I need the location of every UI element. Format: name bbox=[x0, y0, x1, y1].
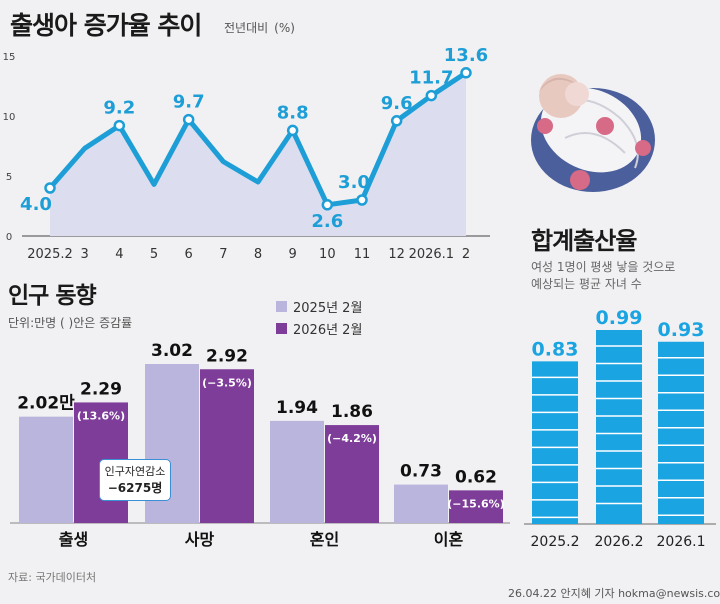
x-tick-label: 5 bbox=[150, 247, 158, 262]
x-tick-label: 2026.1 bbox=[409, 247, 455, 262]
x-tick-label: 3 bbox=[81, 247, 89, 262]
category-label: 혼인 bbox=[310, 530, 339, 549]
line-chart-subtitle: 전년대비 (%) bbox=[224, 19, 301, 36]
data-point bbox=[44, 182, 56, 194]
callout-value: −6275명 bbox=[107, 481, 163, 495]
tfr-desc-line2: 예상되는 평균 자녀 수 bbox=[531, 277, 642, 291]
subtitle-text: 전년대비 bbox=[224, 21, 269, 35]
data-point bbox=[321, 199, 334, 211]
value-label-2026: 2.29 bbox=[80, 379, 122, 399]
tfr-bar bbox=[658, 341, 704, 524]
data-point bbox=[356, 194, 368, 206]
x-tick-label: 6 bbox=[185, 247, 193, 262]
data-label: 9.7 bbox=[173, 92, 205, 113]
tfr-description: 여성 1명이 평생 낳을 것으로 예상되는 평균 자녀 수 bbox=[531, 259, 716, 293]
line-area-fill bbox=[50, 72, 466, 236]
x-tick-label: 8 bbox=[254, 247, 262, 262]
y-tick-label: 0 bbox=[6, 232, 12, 243]
value-label-2025: 1.94 bbox=[276, 398, 318, 418]
tfr-category-label: 2026.2 bbox=[595, 534, 644, 550]
population-title: 인구 동향 bbox=[8, 283, 97, 309]
change-label: (−3.5%) bbox=[202, 376, 252, 389]
baby-illustration bbox=[531, 74, 655, 192]
tfr-bar bbox=[596, 330, 642, 524]
tfr-title: 합계출산율 bbox=[531, 227, 637, 255]
data-label: 13.6 bbox=[444, 45, 488, 66]
tfr-bar-chart: 0.83 2025.2 0.99 2026.2 0.93 2026.1 bbox=[524, 307, 716, 550]
value-label-2026: 0.62 bbox=[455, 467, 497, 487]
y-tick-label: 10 bbox=[3, 112, 16, 123]
x-tick-label: 2 bbox=[462, 247, 470, 262]
x-tick-label: 11 bbox=[354, 247, 371, 262]
bar-2026 bbox=[449, 490, 503, 523]
data-label: 4.0 bbox=[20, 194, 52, 215]
line-chart: 0 5 10 15 4.0 9.2 9.7 8.8 2.6 3.0 9.6 11.713.6 2025.… bbox=[3, 45, 490, 262]
legend-swatch-2026 bbox=[276, 323, 287, 334]
tfr-value-label: 0.93 bbox=[658, 319, 705, 341]
data-point bbox=[425, 89, 438, 102]
unit-text: (%) bbox=[274, 21, 295, 35]
x-tick-label: 10 bbox=[319, 247, 336, 262]
data-label: 2.6 bbox=[311, 211, 343, 232]
value-label-2025: 2.02만 bbox=[17, 394, 75, 414]
x-tick-label: 7 bbox=[219, 247, 227, 262]
credit-note: 26.04.22 안지혜 기자 hokma@newsis.com bbox=[508, 587, 720, 600]
x-tick-label: 9 bbox=[289, 247, 297, 262]
x-tick-label: 4 bbox=[115, 247, 123, 262]
data-point bbox=[182, 113, 195, 126]
bar-2025 bbox=[394, 484, 448, 523]
tfr-bar bbox=[532, 361, 578, 524]
value-label-2026: 2.92 bbox=[206, 346, 248, 366]
bar-2025 bbox=[19, 416, 73, 523]
bar-2026 bbox=[200, 369, 254, 523]
population-unit: 단위:만명 ( )안은 증감률 bbox=[8, 316, 133, 330]
change-label: (13.6%) bbox=[77, 409, 125, 422]
tfr-value-label: 0.99 bbox=[596, 307, 643, 329]
category-label: 이혼 bbox=[434, 530, 464, 549]
bar-2026 bbox=[325, 425, 379, 523]
source-note: 자료: 국가데이터처 bbox=[8, 571, 97, 584]
y-tick-label: 15 bbox=[3, 52, 16, 63]
data-point bbox=[460, 67, 472, 79]
data-point bbox=[286, 124, 299, 137]
tfr-category-label: 2026.1 bbox=[657, 534, 706, 550]
value-label-2025: 0.73 bbox=[400, 462, 442, 482]
legend-label-2025: 2025년 2월 bbox=[293, 301, 363, 316]
value-label-2026: 1.86 bbox=[331, 402, 373, 422]
natural-decrease-callout: 인구자연감소 −6275명 bbox=[99, 459, 171, 501]
data-label: 3.0 bbox=[338, 172, 370, 193]
legend-swatch-2025 bbox=[276, 301, 287, 312]
x-tick-label: 12 bbox=[388, 247, 405, 262]
legend-label-2026: 2026년 2월 bbox=[293, 323, 363, 338]
data-label: 11.7 bbox=[409, 68, 453, 89]
category-label: 출생 bbox=[59, 530, 88, 549]
change-label: (−15.6%) bbox=[447, 497, 504, 510]
value-label-2025: 3.02 bbox=[151, 341, 193, 361]
tfr-desc-line1: 여성 1명이 평생 낳을 것으로 bbox=[531, 260, 676, 274]
data-label: 9.2 bbox=[103, 98, 135, 119]
line-chart-title: 출생아 증가율 추이 bbox=[10, 11, 202, 40]
data-point bbox=[113, 119, 126, 132]
category-label: 사망 bbox=[185, 530, 215, 549]
callout-label: 인구자연감소 bbox=[104, 465, 166, 478]
tfr-category-label: 2025.2 bbox=[531, 534, 580, 550]
data-label: 8.8 bbox=[277, 102, 309, 123]
change-label: (−4.2%) bbox=[327, 432, 377, 445]
legend-2026: 2026년 2월 bbox=[276, 319, 362, 338]
y-tick-label: 5 bbox=[6, 172, 12, 183]
legend-2025: 2025년 2월 bbox=[276, 297, 362, 316]
tfr-value-label: 0.83 bbox=[532, 338, 579, 360]
data-label: 9.6 bbox=[381, 93, 413, 114]
x-tick-label: 2025.2 bbox=[27, 247, 73, 262]
bar-2025 bbox=[270, 420, 324, 523]
data-point bbox=[390, 115, 403, 127]
